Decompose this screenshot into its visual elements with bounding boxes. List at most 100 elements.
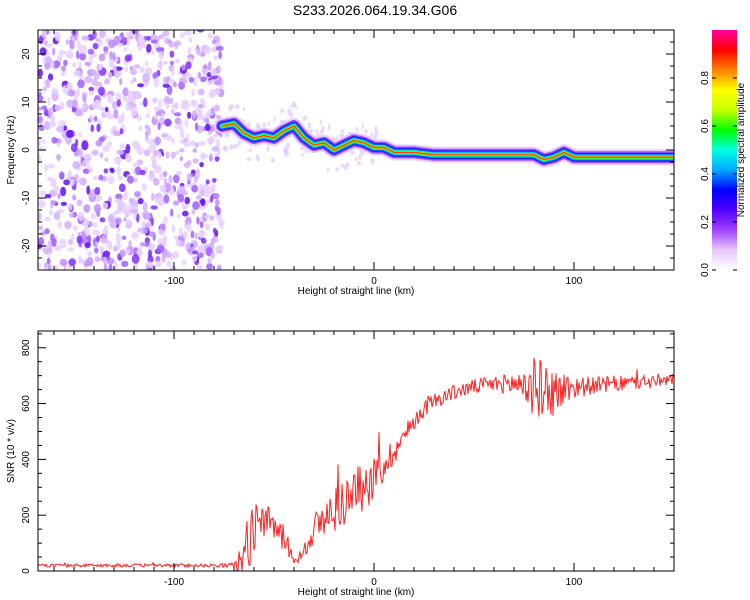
noise-speckle [124,66,129,73]
noise-speckle [159,223,167,231]
noise-speckle [63,59,68,67]
noise-speckle [118,183,126,192]
noise-speckle [165,151,170,159]
noise-speckle [148,173,156,182]
noise-speckle [43,40,49,45]
noise-speckle [142,202,148,212]
noise-speckle [173,112,182,117]
noise-speckle [108,263,113,270]
noise-speckle [136,248,143,257]
noise-speckle [45,43,53,48]
noise-speckle [139,66,145,74]
noise-speckle [164,118,172,127]
noise-speckle [200,154,209,159]
noise-speckle [125,31,134,37]
noise-speckle [95,139,103,147]
noise-speckle [192,158,199,164]
noise-speckle [197,252,204,258]
noise-speckle [122,87,129,97]
noise-speckle [76,87,81,98]
noise-speckle [43,30,47,38]
noise-speckle [316,132,320,137]
noise-speckle [109,51,113,60]
noise-speckle [302,115,308,122]
noise-speckle [207,258,212,265]
y-tick-label: 400 [21,451,32,468]
noise-speckle [125,98,129,107]
noise-speckle [151,158,157,167]
noise-speckle [137,34,145,45]
noise-speckle [370,131,373,138]
noise-speckle [157,61,163,69]
noise-speckle [104,78,110,85]
noise-speckle [186,181,192,188]
noise-speckle [148,231,155,237]
noise-speckle [146,43,152,53]
noise-speckle [163,194,170,204]
noise-speckle [163,171,168,178]
noise-speckle [134,141,141,149]
noise-speckle [72,62,77,68]
noise-speckle [125,143,131,154]
noise-speckle [64,220,72,230]
noise-speckle [127,90,136,100]
noise-speckle [60,186,67,197]
noise-speckle [53,211,61,221]
noise-speckle [93,203,102,214]
noise-speckle [144,213,150,221]
noise-speckle [76,50,80,60]
noise-speckle [197,245,201,254]
noise-speckle [321,125,325,133]
noise-speckle [300,146,305,151]
noise-speckle [152,72,158,79]
noise-speckle [219,84,224,90]
noise-speckle [335,167,339,172]
noise-speckle [213,133,219,138]
noise-speckle [38,36,44,45]
noise-speckle [98,106,105,111]
noise-speckle [113,130,120,137]
noise-speckle [60,71,66,77]
noise-speckle [99,152,104,159]
noise-speckle [143,149,151,157]
noise-speckle [155,111,162,116]
noise-speckle [57,192,61,200]
noise-speckle [115,92,122,102]
noise-speckle [81,35,90,41]
noise-speckle [96,123,101,133]
noise-speckle [188,36,193,43]
noise-speckle [99,136,105,142]
noise-speckle [68,258,77,267]
noise-speckle [60,124,64,133]
noise-speckle [69,179,75,187]
noise-speckle [145,60,149,67]
x-tick-label: 0 [371,577,377,588]
noise-speckle [216,264,222,270]
noise-speckle [54,244,62,252]
y-tick-label: 0 [21,568,32,574]
noise-speckle [150,205,158,210]
noise-speckle [300,153,305,157]
noise-speckle [134,92,141,99]
x-tick-label: -100 [164,577,184,588]
noise-speckle [62,84,67,94]
noise-speckle [107,141,113,147]
noise-speckle [335,135,338,141]
noise-speckle [141,183,147,191]
noise-speckle [213,104,220,112]
noise-speckle [199,98,204,104]
noise-speckle [354,157,358,162]
noise-speckle [98,53,106,62]
noise-speckle [107,71,113,78]
noise-speckle [94,115,98,122]
noise-speckle [175,239,182,247]
noise-speckle [205,118,210,126]
noise-speckle [121,36,128,43]
y-axis-label: SNR (10 * v/v) [6,419,17,483]
noise-speckle [78,211,85,222]
noise-speckle [92,42,99,50]
noise-speckle [118,202,124,208]
noise-speckle [248,148,253,152]
noise-speckle [170,208,174,217]
noise-speckle [116,99,122,107]
